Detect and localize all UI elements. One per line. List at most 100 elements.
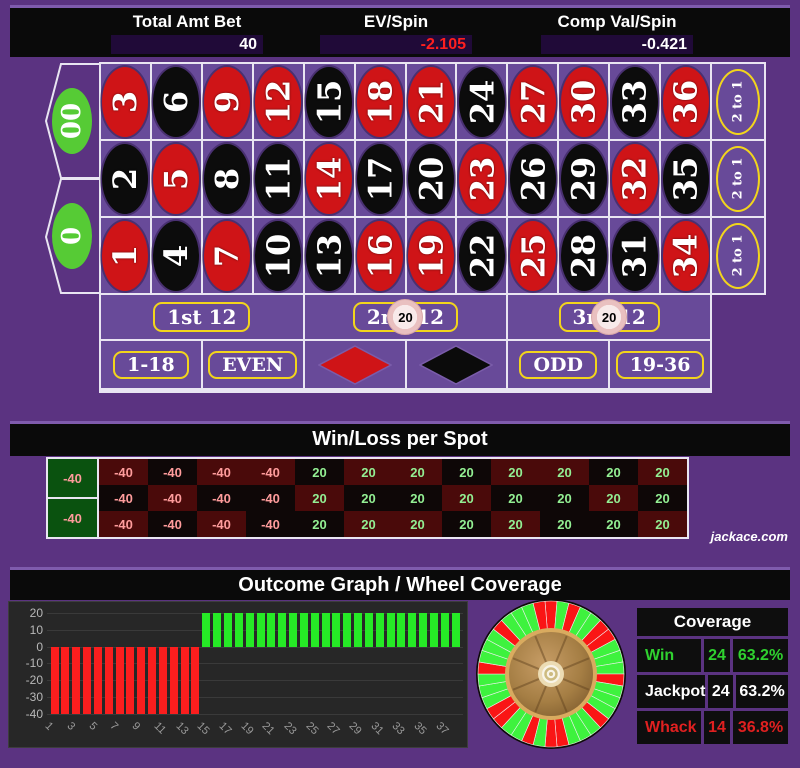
coverage-header: Coverage — [637, 608, 788, 636]
bet-spot-1[interactable]: 1 — [101, 218, 150, 293]
number-oval-red: 30 — [560, 66, 607, 137]
total-amt-bet-value: 40 — [111, 35, 263, 54]
total-amt-bet-label: Total Amt Bet — [132, 12, 242, 31]
winloss-table: -40 -40 -40 -40 -40 -40 20 20 20 20 20 20 20 20 -40 -4… — [46, 457, 689, 539]
bet-spot-25[interactable]: 25 — [508, 218, 558, 293]
number-oval-black: 28 — [560, 220, 607, 291]
number-oval-red: 16 — [357, 220, 404, 291]
x-tick-label: 19 — [238, 720, 256, 738]
bar — [115, 646, 124, 714]
bet-spot-12[interactable]: 12 — [253, 64, 303, 139]
bet-spot-10[interactable]: 10 — [253, 218, 303, 293]
bet-spot-19-36[interactable]: 19-36 — [610, 341, 710, 388]
bar — [354, 613, 363, 647]
bet-spot-0[interactable]: 0 — [44, 178, 101, 294]
bet-spot-1-18[interactable]: 1-18 — [101, 341, 201, 388]
bar — [440, 613, 449, 647]
winloss-cell: -40 — [197, 459, 246, 485]
bet-spot-23[interactable]: 23 — [457, 141, 507, 216]
number-oval-red: 25 — [509, 220, 556, 291]
outside-label-box: 1-18 — [113, 350, 189, 379]
stat-ev-per-spin: EV/Spin -2.105 — [320, 8, 472, 54]
bet-spot-16[interactable]: 16 — [355, 218, 405, 293]
bet-spot-1st-12[interactable]: 1st 12 — [101, 295, 303, 339]
bet-spot-32[interactable]: 32 — [610, 141, 660, 216]
coverage-percent: 63.2% — [736, 675, 788, 708]
number-oval-red: 23 — [458, 143, 505, 214]
bet-spot-31[interactable]: 31 — [610, 218, 660, 293]
coverage-label: Whack — [637, 711, 701, 744]
bet-spot-27[interactable]: 27 — [508, 64, 558, 139]
bet-spot-column-1[interactable]: 2 to 1 — [712, 64, 764, 139]
number-oval-black: 26 — [509, 143, 556, 214]
bet-spot-7[interactable]: 7 — [202, 218, 252, 293]
outcome-title-bar: Outcome Graph / Wheel Coverage — [10, 567, 790, 600]
x-tick-label: 27 — [324, 720, 342, 738]
coverage-label: Jackpot — [637, 675, 706, 708]
bet-spot-even[interactable]: EVEN — [202, 341, 303, 388]
x-tick-label: 33 — [389, 720, 408, 738]
bet-spot-2[interactable]: 2 — [101, 141, 150, 216]
x-tick-label: 7 — [107, 720, 121, 733]
bar — [137, 646, 146, 714]
bar — [72, 646, 81, 714]
bet-spot-21[interactable]: 21 — [406, 64, 456, 139]
winloss-cell: -40 — [99, 511, 148, 537]
bet-spot-15[interactable]: 15 — [304, 64, 354, 139]
bet-spot-3[interactable]: 3 — [101, 64, 150, 139]
bet-spot-18[interactable]: 18 — [355, 64, 405, 139]
bet-spot-17[interactable]: 17 — [355, 141, 405, 216]
bar — [364, 613, 373, 647]
dozen-label-box: 1st 12 — [153, 302, 251, 332]
bet-spot-5[interactable]: 5 — [151, 141, 201, 216]
bet-spot-26[interactable]: 26 — [508, 141, 558, 216]
x-tick-label: 23 — [281, 720, 299, 738]
x-tick-label: 15 — [194, 720, 212, 738]
bet-spot-11[interactable]: 11 — [253, 141, 303, 216]
winloss-cell: 20 — [295, 511, 344, 537]
bet-spot-13[interactable]: 13 — [304, 218, 354, 293]
bet-spot-column-3[interactable]: 2 to 1 — [712, 218, 764, 293]
bet-spot-34[interactable]: 34 — [661, 218, 710, 293]
ev-per-spin-label: EV/Spin — [363, 12, 429, 31]
bet-spot-20[interactable]: 20 — [406, 141, 456, 216]
number-oval-red: 36 — [662, 66, 709, 137]
chip-20[interactable]: 20 — [387, 299, 424, 335]
bet-spot-8[interactable]: 8 — [202, 141, 252, 216]
bet-spot-30[interactable]: 30 — [559, 64, 609, 139]
bar — [61, 646, 70, 714]
bet-spot-6[interactable]: 6 — [151, 64, 201, 139]
bet-spot-22[interactable]: 22 — [457, 218, 507, 293]
winloss-cell: 20 — [638, 511, 687, 537]
bet-spot-19[interactable]: 19 — [406, 218, 456, 293]
y-tick-label: 20 — [29, 606, 43, 620]
bet-spot-14[interactable]: 14 — [304, 141, 354, 216]
bet-spot-4[interactable]: 4 — [151, 218, 201, 293]
bet-spot-24[interactable]: 24 — [457, 64, 507, 139]
bet-spot-9[interactable]: 9 — [202, 64, 252, 139]
winloss-title: Win/Loss per Spot — [312, 428, 488, 450]
bet-spot-35[interactable]: 35 — [661, 141, 710, 216]
bet-spot-29[interactable]: 29 — [559, 141, 609, 216]
x-tick-label: 29 — [346, 720, 364, 738]
coverage-rows: Win 24 63.2% Jackpot 24 63.2% Whack 14 36.8% — [637, 639, 788, 744]
bet-spot-00[interactable]: 00 — [44, 63, 101, 179]
winloss-grid: -40 -40 -40 -40 20 20 20 20 20 20 20 20 -40 -40 -40 -40… — [99, 459, 687, 537]
bet-spot-black[interactable] — [406, 341, 507, 388]
bet-spot-36[interactable]: 36 — [661, 64, 710, 139]
x-tick-label: 35 — [411, 720, 429, 738]
outside-label-box: 19-36 — [615, 350, 705, 379]
bar — [310, 613, 319, 647]
x-tick-label: 13 — [173, 720, 191, 738]
bet-spot-red[interactable] — [304, 341, 405, 388]
number-oval-black: 10 — [255, 220, 302, 291]
number-oval-red: 14 — [306, 143, 353, 214]
bet-spot-odd[interactable]: ODD — [508, 341, 609, 388]
chip-20[interactable]: 20 — [591, 299, 628, 335]
bar — [299, 613, 308, 647]
bet-spot-column-2[interactable]: 2 to 1 — [712, 141, 764, 216]
bet-spot-28[interactable]: 28 — [559, 218, 609, 293]
bet-spot-33[interactable]: 33 — [610, 64, 660, 139]
